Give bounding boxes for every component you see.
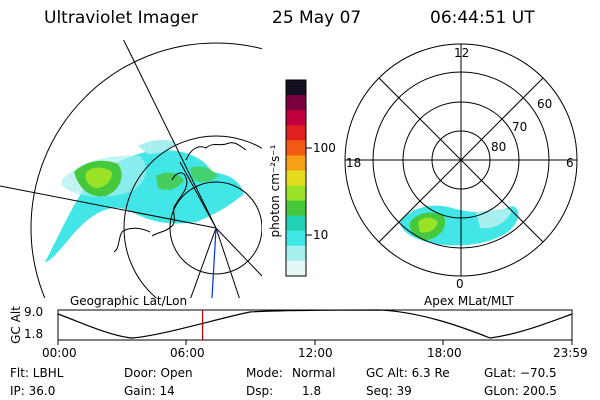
time-tick-0000: 00:00 [42, 346, 77, 360]
mlat-label-80: 80 [491, 140, 507, 154]
altitude-curve [57, 309, 573, 339]
colorbar-segment [286, 125, 306, 141]
altitude-plot [57, 309, 573, 345]
colorbar-segment [286, 140, 306, 156]
colorbar-segment [286, 260, 306, 277]
apex-aurora-emission [400, 205, 519, 246]
time-label: 06:44:51 UT [430, 8, 535, 28]
gain-info: Gain: 14 [124, 384, 175, 398]
mode-label: Mode: [246, 366, 283, 380]
colorbar-segment [286, 170, 306, 187]
geographic-image-panel [0, 40, 262, 298]
filter-info: Flt: LBHL [10, 366, 64, 380]
geographic-aurora-emission [45, 139, 244, 262]
time-tick-1200: 12:00 [298, 346, 333, 360]
gc-alt-info: GC Alt: 6.3 Re [366, 366, 450, 380]
colorbar [285, 79, 312, 277]
dsp-label: Dsp: [246, 384, 274, 398]
colorbar-segment [286, 215, 306, 232]
time-tick-2359: 23:59 [553, 346, 588, 360]
colorbar-tick-10: 10 [313, 228, 329, 242]
coastline [113, 142, 247, 253]
mlat-label-60: 60 [537, 97, 553, 111]
colorbar-segment [286, 185, 306, 202]
altitude-ticks [57, 340, 573, 345]
door-info: Door: Open [124, 366, 193, 380]
geographic-caption: Geographic Lat/Lon [70, 294, 188, 308]
sun-direction-line [211, 227, 217, 298]
colorbar-segment [286, 230, 306, 247]
instrument-title: Ultraviolet Imager [44, 8, 198, 28]
time-tick-0600: 06:00 [170, 346, 205, 360]
mlt-label-6: 6 [566, 156, 574, 170]
colorbar-segment [286, 80, 306, 96]
colorbar-segment [286, 155, 306, 171]
dsp-value: 1.8 [302, 384, 322, 398]
seq-info: Seq: 39 [366, 384, 412, 398]
mlat-label-70: 70 [512, 120, 528, 134]
time-tick-1800: 18:00 [427, 346, 462, 360]
altitude-ymax: 9.0 [24, 305, 44, 319]
colorbar-segment [286, 200, 306, 217]
mode-value: Normal [292, 366, 336, 380]
mlt-label-18: 18 [346, 156, 362, 170]
colorbar-tick-100: 100 [313, 141, 336, 155]
ip-info: IP: 36.0 [10, 384, 56, 398]
mlt-label-0: 0 [456, 277, 464, 291]
apex-image-panel [344, 43, 578, 277]
date-label: 25 May 07 [272, 8, 362, 28]
geographic-grid [0, 40, 262, 298]
colorbar-segment [286, 110, 306, 126]
apex-caption: Apex MLat/MLT [424, 294, 514, 308]
altitude-ylabel: GC Alt [9, 306, 23, 344]
colorbar-segment [286, 245, 306, 262]
glat-info: GLat: −70.5 [484, 366, 557, 380]
colorbar-unit-label: photon cm⁻²s⁻¹ [268, 144, 282, 238]
glon-info: GLon: 200.5 [484, 384, 557, 398]
altitude-ymin: 1.8 [24, 327, 44, 341]
colorbar-segment [286, 95, 306, 111]
mlt-label-12: 12 [454, 46, 470, 60]
